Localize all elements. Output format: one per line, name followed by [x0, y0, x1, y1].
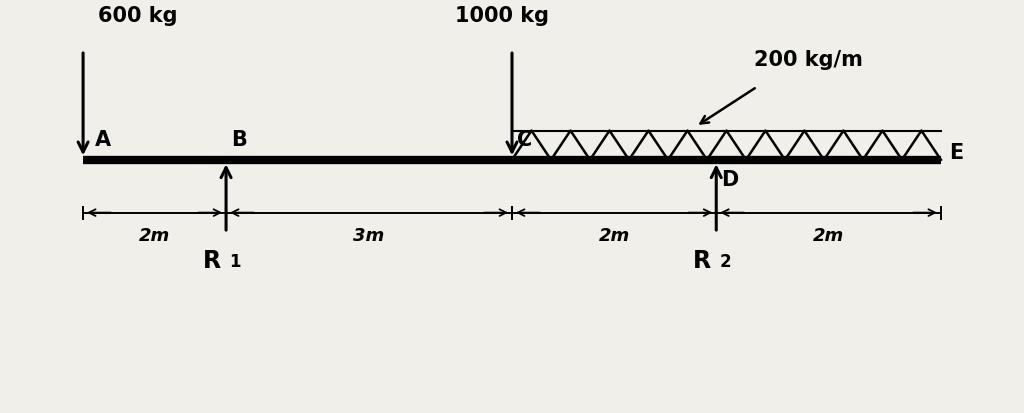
Text: 2m: 2m	[139, 227, 170, 245]
Text: A: A	[95, 130, 112, 150]
Text: C: C	[517, 130, 532, 150]
Text: E: E	[949, 142, 964, 162]
Text: 1: 1	[229, 253, 241, 271]
Text: R: R	[203, 249, 221, 273]
Text: 1000 kg: 1000 kg	[455, 6, 549, 26]
Text: B: B	[231, 130, 247, 150]
Text: D: D	[721, 170, 738, 190]
Text: 2: 2	[719, 253, 731, 271]
Text: 600 kg: 600 kg	[98, 6, 178, 26]
Text: 2m: 2m	[598, 227, 630, 245]
Text: R: R	[693, 249, 711, 273]
Text: 3m: 3m	[353, 227, 385, 245]
Text: 2m: 2m	[813, 227, 844, 245]
Text: 200 kg/m: 200 kg/m	[754, 50, 862, 71]
